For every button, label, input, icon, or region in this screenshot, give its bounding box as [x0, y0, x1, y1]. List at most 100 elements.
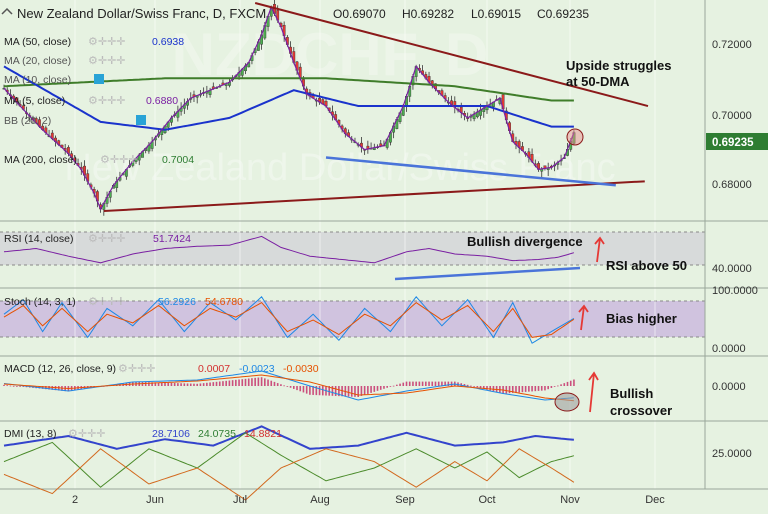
macd-hist-bar [444, 381, 446, 386]
last-price-badge [706, 133, 768, 150]
macd-hist-bar [164, 382, 166, 386]
macd-hist-bar [45, 386, 47, 390]
macd-axis-tick: 0.0000 [712, 381, 746, 393]
stoch-controls-icon[interactable]: ⚙✛✛✛ [88, 296, 126, 308]
macd-hist-bar [6, 385, 9, 387]
legend-controls-icon[interactable]: ⚙✛✛✛ [88, 55, 126, 67]
annotation-upside-struggles: Upside struggles at 50-DMA [566, 58, 671, 89]
legend-row-ma10[interactable]: MA (10, close) [4, 74, 104, 86]
dmi-controls-icon[interactable]: ⚙✛✛✛ [68, 428, 106, 440]
macd-hist-bar [383, 386, 385, 389]
price-tick-1: 0.70000 [712, 110, 752, 122]
macd-hist-bar [296, 386, 298, 391]
macd-hist-bar [389, 386, 392, 387]
macd-hist-bar [367, 386, 369, 394]
rsi-arrow-icon [594, 236, 605, 263]
rsi-controls-icon[interactable]: ⚙✛✛✛ [88, 233, 126, 245]
rsi-axis-tick: 40.0000 [712, 263, 752, 275]
macd-hist-bar [247, 378, 250, 386]
macd-hist-bar [177, 383, 179, 386]
adx-line [3, 425, 574, 450]
legend-label: MA (10, close) [4, 74, 71, 86]
rsi-value: 51.7424 [153, 233, 191, 245]
annotation-bullish-crossover: Bullish crossover [610, 386, 672, 418]
macd-hist-bar [347, 386, 350, 397]
macd-hist-bar [508, 386, 511, 394]
macd-hist-bar [447, 381, 450, 386]
time-axis-label: Oct [478, 494, 495, 506]
macd-hist-bar [251, 378, 253, 386]
upper-resistance-trendline[interactable] [254, 2, 649, 108]
symbol-title: New Zealand Dollar/Swiss Franc, D, FXCM [17, 6, 266, 21]
legend-row-ma5[interactable]: MA (5, close) ⚙✛✛✛ 0.6880 [4, 95, 178, 107]
macd-hist-bar [553, 386, 556, 387]
macd-hist-bar [408, 381, 411, 386]
macd-hist-bar [241, 379, 244, 386]
visibility-toggle-icon[interactable] [94, 74, 104, 84]
macd-hist-bar [511, 386, 514, 393]
macd-hist-bar [302, 386, 305, 393]
macd-hist-bar [173, 383, 176, 386]
blue-support-trendline[interactable] [325, 156, 616, 187]
stoch-arrow-icon [578, 304, 589, 331]
macd-hist-bar [48, 386, 50, 390]
macd-hist-bar [235, 379, 237, 386]
macd-hist-bar [521, 386, 524, 393]
macd-hist-bar [228, 380, 231, 386]
macd-hist-bar [283, 385, 285, 387]
macd-hist-bar [12, 385, 15, 387]
macd-controls-icon[interactable]: ⚙✛✛✛ [118, 363, 156, 375]
macd-hist-bar [415, 381, 417, 386]
legend-value: 0.7004 [162, 154, 194, 166]
lower-support-trendline[interactable] [103, 180, 645, 213]
ohlc-open: O0.69070 [333, 7, 386, 21]
macd-hist-bar [563, 383, 566, 386]
legend-row-ma200[interactable]: MA (200, close) ⚙✛✛✛ 0.7004 [4, 154, 194, 166]
stoch-k-line [3, 296, 575, 344]
macd-hist-bar [528, 386, 530, 392]
plus-di-line [3, 432, 575, 488]
macd-hist-bar [376, 386, 379, 391]
macd-hist-bar [569, 380, 572, 386]
macd-hist-bar [22, 386, 25, 387]
macd-hist-bar [299, 386, 302, 392]
macd-hist-bar [206, 382, 208, 386]
macd-hist-bar [505, 386, 508, 394]
ma50-line [3, 65, 574, 131]
price-axis[interactable]: 0.72000 0.70000 0.68000 0.69235 40.0000 … [706, 39, 768, 460]
legend-row-bb[interactable]: BB (20, 2) [4, 115, 146, 127]
annotation-rsi-above-50: RSI above 50 [606, 258, 687, 273]
stoch-d-line [3, 301, 575, 338]
macd-signal-line [3, 374, 574, 402]
collapse-arrow-icon[interactable] [1, 7, 13, 15]
rsi-line [3, 235, 575, 264]
macd-hist-bar [524, 386, 527, 392]
legend-row-ma20[interactable]: MA (20, close) ⚙✛✛✛ [4, 55, 126, 67]
macd-hist-bar [566, 381, 569, 386]
macd-hist-bar [254, 377, 256, 386]
legend-controls-icon[interactable]: ⚙✛✛✛ [88, 36, 126, 48]
macd-hist-bar [557, 385, 559, 387]
macd-hist-bar [267, 379, 269, 386]
macd-hist-bar [148, 382, 150, 386]
visibility-toggle-icon[interactable] [136, 115, 146, 125]
time-axis[interactable]: 2 Jun Jul Aug Sep Oct Nov Dec [72, 494, 665, 506]
annotation-arrows [578, 236, 605, 413]
macd-hist-bar [280, 384, 282, 386]
legend-label: MA (200, close) [4, 154, 77, 166]
macd-hist-bar [518, 386, 520, 393]
macd-hist-bar [289, 386, 292, 388]
legend-controls-icon[interactable]: ⚙✛✛✛ [100, 154, 138, 166]
legend-controls-icon[interactable]: ⚙✛✛✛ [88, 95, 126, 107]
ohlc-low: L0.69015 [471, 7, 521, 21]
macd-hist-bar [189, 383, 192, 386]
time-axis-label: Nov [560, 494, 580, 506]
macd-hist-bar [144, 382, 147, 386]
macd-hist-bar [379, 386, 382, 390]
time-axis-label: Jun [146, 494, 164, 506]
rsi-divergence-line[interactable] [394, 266, 581, 281]
legend-row-ma50[interactable]: MA (50, close) ⚙✛✛✛ 0.6938 [4, 36, 184, 48]
time-axis-label: 2 [72, 494, 78, 506]
